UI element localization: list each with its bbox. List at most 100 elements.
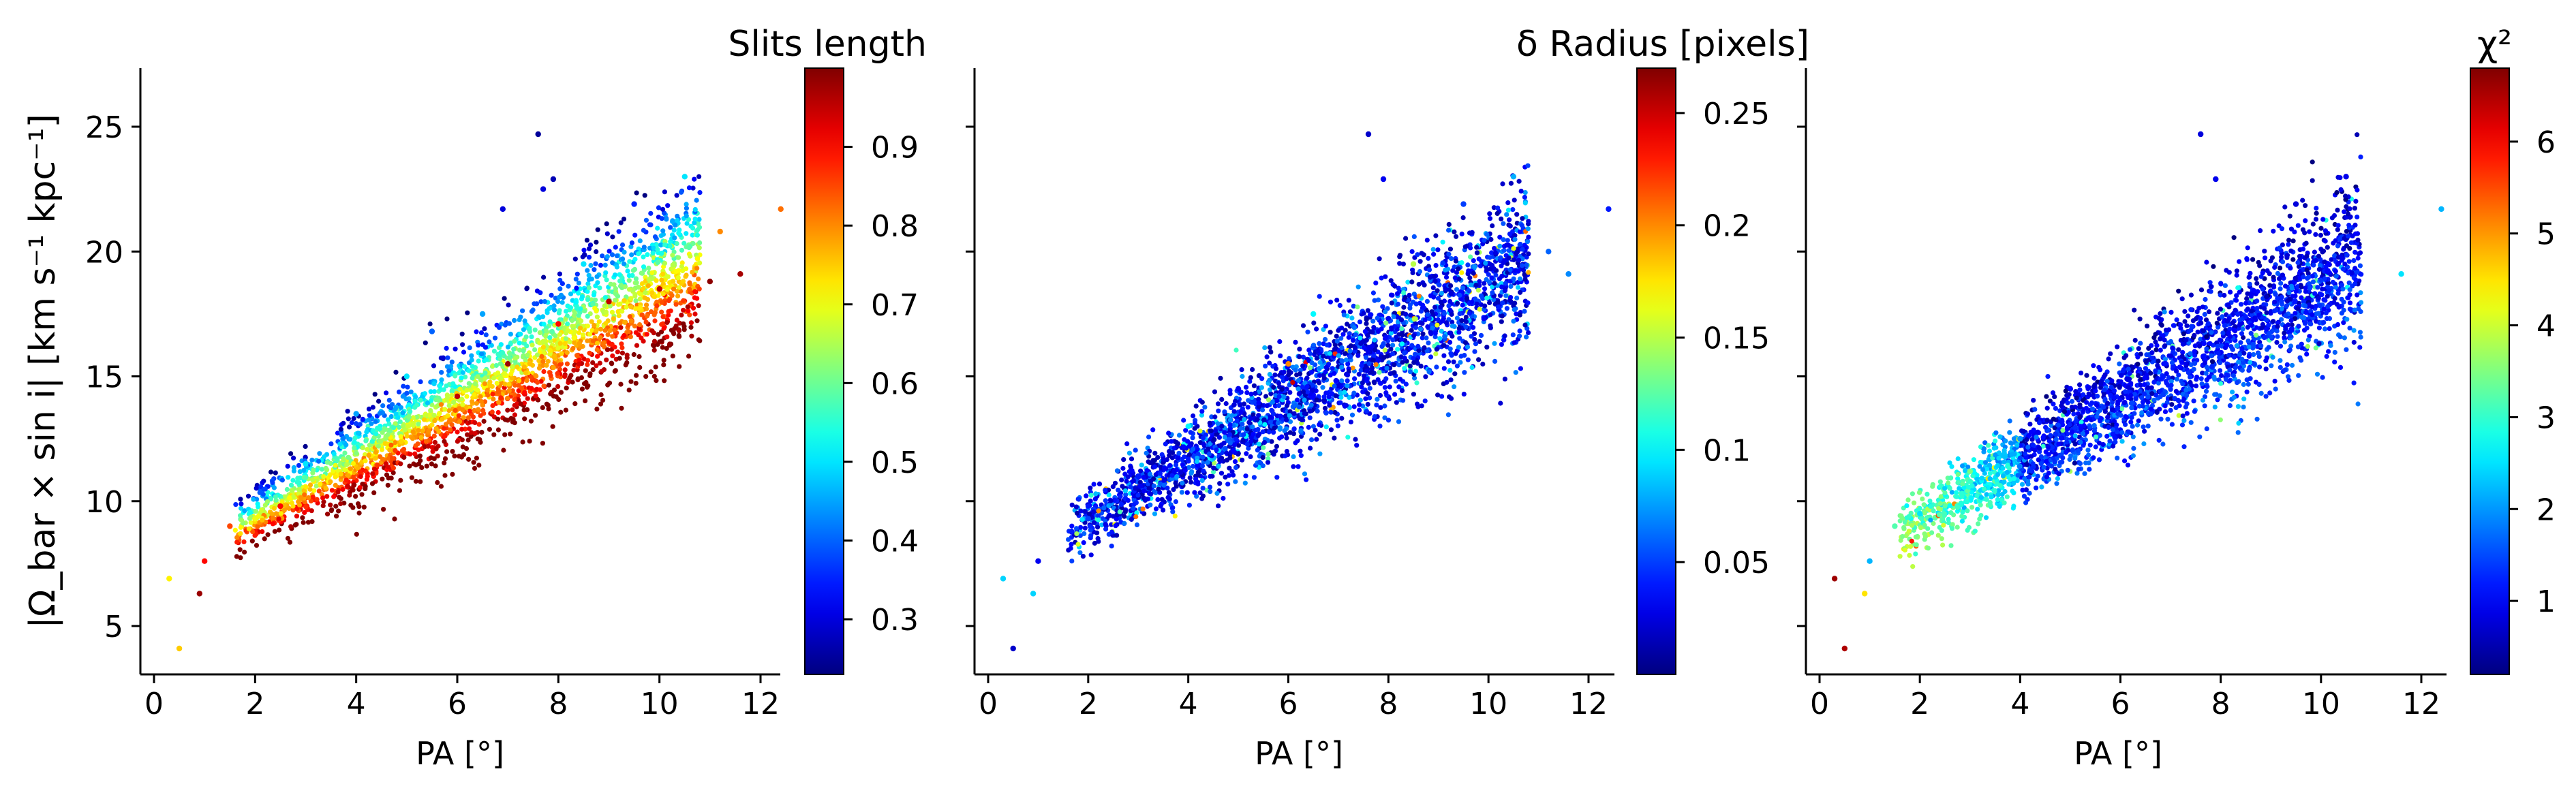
data-point (387, 448, 393, 453)
data-point (696, 276, 701, 282)
data-point (1278, 353, 1283, 359)
data-point (363, 486, 368, 492)
data-point (1223, 474, 1228, 480)
data-point (1173, 499, 1178, 505)
data-point (1392, 362, 1397, 368)
data-point (625, 268, 630, 274)
data-point (1295, 378, 1301, 384)
data-point (1443, 275, 1450, 280)
data-point (470, 364, 475, 369)
data-point (1402, 366, 1407, 371)
data-point (611, 327, 617, 332)
data-point (1435, 296, 1441, 301)
data-point (291, 465, 296, 471)
data-point (376, 398, 382, 404)
data-point (665, 203, 671, 208)
data-point (643, 374, 649, 379)
data-point (528, 418, 534, 424)
data-point (585, 297, 591, 302)
data-point (549, 292, 554, 298)
data-point (1380, 304, 1385, 309)
data-point (337, 495, 342, 500)
data-point (449, 422, 455, 428)
data-point (273, 470, 278, 475)
data-point (430, 449, 435, 454)
data-point (370, 471, 375, 477)
data-point (557, 362, 563, 368)
data-point (1181, 418, 1186, 423)
data-point (1495, 300, 1501, 305)
data-point (571, 340, 577, 345)
data-point (1377, 369, 1382, 375)
data-point (464, 394, 470, 399)
data-point (1345, 322, 1350, 327)
data-point (482, 345, 489, 350)
data-point (602, 328, 608, 333)
data-point (576, 280, 582, 286)
data-point (688, 320, 694, 326)
data-point (1454, 363, 1460, 369)
data-point (260, 518, 265, 523)
data-point (294, 514, 300, 519)
data-point (1391, 314, 1396, 319)
data-point (637, 296, 643, 302)
data-point (593, 297, 598, 302)
data-point (1129, 456, 1135, 462)
data-point (571, 367, 577, 373)
data-point (1233, 465, 1239, 471)
data-point (1355, 353, 1361, 358)
data-point (1370, 365, 1375, 371)
data-point (545, 310, 550, 315)
data-point (1353, 332, 1359, 337)
data-point (694, 266, 700, 271)
data-point (1143, 497, 1149, 502)
data-point (444, 345, 449, 351)
data-point (590, 360, 596, 366)
data-point (1227, 388, 1233, 393)
data-point (265, 532, 271, 537)
data-point (671, 228, 677, 233)
data-point (528, 374, 534, 380)
data-point (1246, 420, 1252, 425)
data-point (643, 217, 649, 223)
colorbar-bar (804, 67, 844, 675)
data-point (677, 364, 682, 369)
data-point (622, 319, 628, 325)
data-point (1447, 367, 1453, 373)
data-point (522, 390, 527, 395)
data-point (1451, 359, 1456, 364)
data-point (579, 294, 585, 300)
data-point (520, 354, 526, 360)
data-point (1349, 315, 1355, 321)
data-point (485, 388, 490, 393)
data-point (1284, 448, 1289, 454)
data-point (1488, 312, 1493, 317)
data-point (1378, 381, 1383, 386)
data-point (590, 367, 596, 373)
data-point (1507, 231, 1513, 236)
data-point (634, 190, 639, 196)
data-point (562, 367, 568, 373)
data-point (233, 502, 239, 507)
data-point (1472, 349, 1477, 354)
data-point (360, 445, 365, 451)
data-point (254, 486, 259, 491)
data-point (357, 485, 363, 490)
data-point (465, 415, 472, 420)
data-point (1373, 280, 1379, 285)
data-point (1377, 256, 1382, 262)
data-point (1430, 247, 1436, 252)
data-point (557, 341, 563, 346)
data-point (1426, 255, 1431, 261)
data-point (1500, 181, 1505, 187)
data-point (410, 429, 416, 435)
data-point (610, 334, 615, 339)
data-point (1413, 301, 1419, 307)
data-point (254, 543, 260, 548)
data-point (1133, 514, 1139, 520)
data-point (609, 252, 615, 257)
data-point (667, 341, 673, 347)
data-point (333, 503, 339, 509)
data-point (527, 326, 532, 331)
data-point (404, 390, 410, 396)
